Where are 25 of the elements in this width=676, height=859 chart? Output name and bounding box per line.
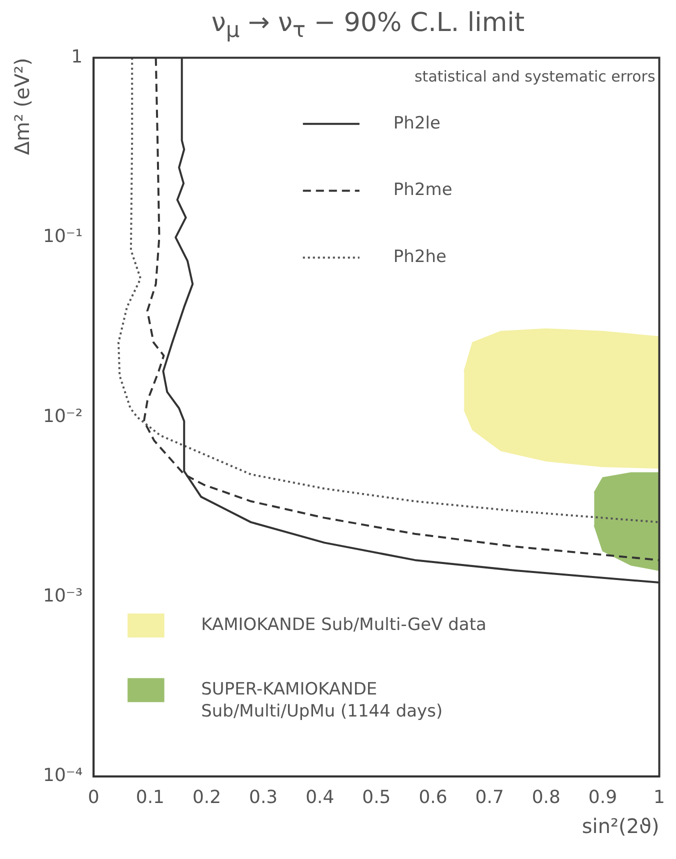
- legend-label: KAMIOKANDE Sub/Multi-GeV data: [201, 614, 486, 635]
- x-tick-label: 0: [88, 786, 100, 808]
- y-tick-label: 10⁻²: [42, 406, 83, 427]
- x-tick-label: 0.5: [362, 786, 391, 808]
- legend-label: Ph2le: [393, 113, 440, 134]
- x-tick-label: 0.7: [475, 786, 504, 808]
- y-tick-label: 10⁻⁴: [42, 765, 83, 786]
- y-axis-title: Δm² (eV²): [10, 58, 34, 155]
- x-tick-label: 0.1: [136, 786, 165, 808]
- x-tick-label: 0.3: [248, 786, 278, 808]
- legend-label: Ph2me: [393, 180, 452, 200]
- x-tick-label: 0.6: [418, 786, 448, 808]
- chart-title: ν$_{μ}$ → ν$_{τ}$ − 90% C.L. limit: [210, 8, 526, 44]
- x-tick-label: 0.4: [306, 786, 334, 808]
- annotation: statistical and systematic errors: [414, 68, 656, 86]
- x-tick-label: 0.9: [588, 786, 618, 808]
- x-tick-label: 0.2: [192, 786, 222, 808]
- x-tick-label: 0.8: [532, 786, 560, 808]
- legend-label: Ph2he: [393, 246, 446, 267]
- y-tick-label: 10⁻¹: [42, 226, 83, 248]
- x-axis-title: sin²(2ϑ): [582, 814, 660, 838]
- x-tick-label: 1: [654, 786, 665, 808]
- y-tick-label: 1: [71, 46, 83, 68]
- y-tick-label: 10⁻³: [42, 585, 83, 606]
- legend-label: SUPER-KAMIOKANDE Sub/Multi/UpMu (1144 days): [201, 680, 443, 722]
